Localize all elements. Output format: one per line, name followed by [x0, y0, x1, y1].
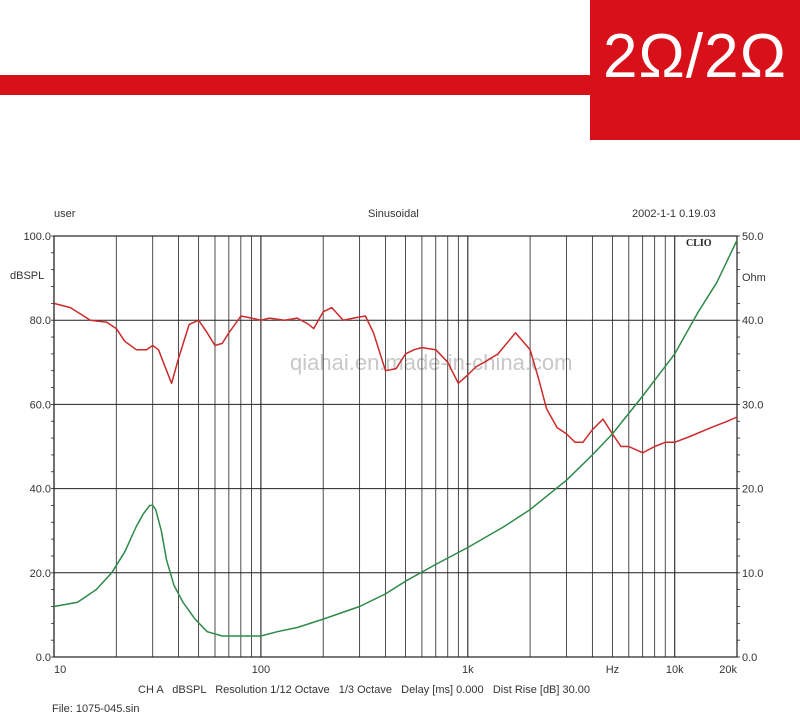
measurement-settings: CH A dBSPL Resolution 1/12 Octave 1/3 Oc… [138, 684, 591, 696]
x-tick-label: 20k [719, 664, 737, 676]
left-tick-label: 40.0 [30, 484, 51, 496]
left-tick-label: 60.0 [30, 399, 51, 411]
left-tick-label: 0.0 [36, 652, 51, 664]
impedance-curve-line [53, 239, 738, 637]
spl-response-line [53, 302, 738, 454]
left-tick-label: 100.0 [23, 231, 51, 243]
left-tick-label: 20.0 [30, 568, 51, 580]
x-tick-label: 10k [666, 664, 684, 676]
right-tick-label: 0.0 [742, 652, 757, 664]
chart-ticks: 0.0 20.0 40.0 60.0 80.0 100.0 0.0 10.0 20.0 30.0 4… [23, 231, 763, 676]
right-tick-label: 20.0 [742, 484, 763, 496]
clio-brand: CLIO [686, 238, 712, 249]
left-axis-label: dBSPL [10, 270, 45, 282]
badge-text: 2Ω/2Ω [603, 21, 787, 91]
x-tick-label: Hz [606, 664, 619, 676]
left-tick-label: 80.0 [30, 315, 51, 327]
x-tick-label: 1k [462, 664, 474, 676]
x-tick-label: 10 [54, 664, 66, 676]
header-user: user [54, 208, 76, 220]
right-axis-label: Ohm [742, 272, 766, 284]
watermark: qiahai.en.made-in-china.com [290, 350, 573, 375]
right-tick-label: 50.0 [742, 231, 763, 243]
chart-series [53, 239, 738, 637]
header-red-bar [0, 75, 590, 95]
file-name: File: 1075-045.sin [52, 703, 140, 715]
right-tick-label: 40.0 [742, 315, 763, 327]
impedance-badge: 2Ω/2Ω [590, 0, 800, 140]
header-mode: Sinusoidal [368, 208, 419, 220]
right-tick-label: 30.0 [742, 399, 763, 411]
right-tick-label: 10.0 [742, 568, 763, 580]
plot-frame [53, 235, 738, 658]
chart-grid [51, 235, 740, 658]
x-tick-label: 100 [252, 664, 270, 676]
header-timestamp: 2002-1-1 0.19.03 [632, 208, 716, 220]
